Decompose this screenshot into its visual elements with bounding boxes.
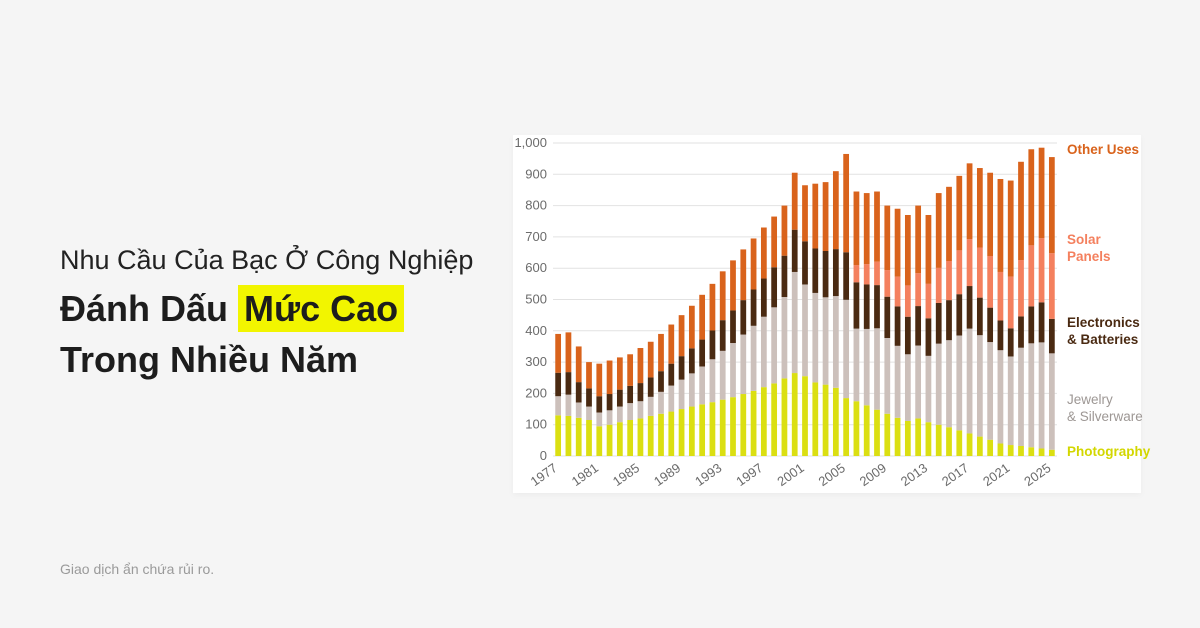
svg-text:1977: 1977 bbox=[528, 460, 560, 489]
svg-text:1993: 1993 bbox=[692, 460, 724, 489]
svg-text:1989: 1989 bbox=[651, 460, 683, 489]
svg-text:2025: 2025 bbox=[1021, 460, 1053, 489]
svg-text:2009: 2009 bbox=[857, 460, 889, 489]
svg-text:800: 800 bbox=[525, 198, 547, 213]
svg-text:200: 200 bbox=[525, 385, 547, 400]
svg-text:2013: 2013 bbox=[898, 460, 930, 489]
svg-text:Photography: Photography bbox=[1067, 444, 1151, 459]
svg-text:Other Uses: Other Uses bbox=[1067, 142, 1139, 157]
svg-text:1985: 1985 bbox=[610, 460, 642, 489]
svg-text:1,000: 1,000 bbox=[514, 135, 547, 150]
svg-text:1997: 1997 bbox=[733, 460, 765, 489]
svg-text:100: 100 bbox=[525, 417, 547, 432]
svg-text:1981: 1981 bbox=[569, 460, 601, 489]
svg-text:2017: 2017 bbox=[939, 460, 971, 489]
svg-text:300: 300 bbox=[525, 354, 547, 369]
svg-text:500: 500 bbox=[525, 292, 547, 307]
svg-text:Electronics& Batteries: Electronics & Batteries bbox=[1067, 315, 1140, 347]
svg-text:2001: 2001 bbox=[774, 460, 806, 489]
svg-text:2005: 2005 bbox=[816, 460, 848, 489]
svg-text:600: 600 bbox=[525, 260, 547, 275]
svg-text:400: 400 bbox=[525, 323, 547, 338]
svg-text:Jewelry& Silverware: Jewelry & Silverware bbox=[1067, 392, 1143, 424]
svg-text:0: 0 bbox=[540, 448, 547, 463]
svg-text:2021: 2021 bbox=[980, 460, 1012, 489]
svg-text:700: 700 bbox=[525, 229, 547, 244]
svg-text:900: 900 bbox=[525, 166, 547, 181]
